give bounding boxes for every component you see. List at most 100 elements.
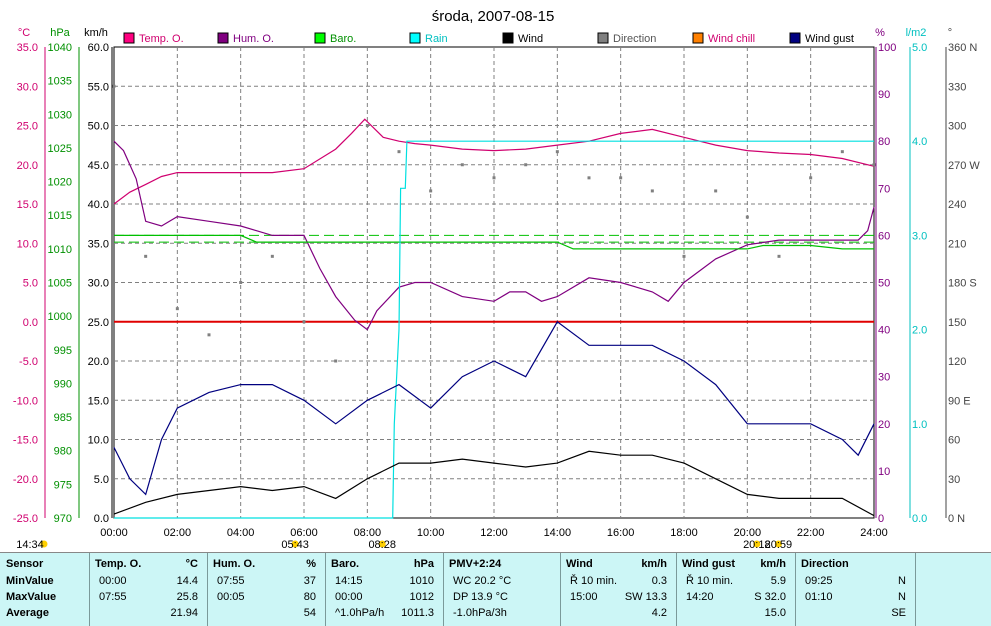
- x-tick-label: 24:00: [860, 527, 888, 539]
- legend-swatch: [692, 32, 704, 44]
- sun-icon: [40, 540, 48, 548]
- table-column-divider: [325, 553, 326, 626]
- table-cell: SE: [891, 607, 906, 619]
- table-row-label: Sensor: [6, 558, 44, 570]
- stats-table: Sensor MinValue MaxValue Average Temp. O. °C 0…: [0, 552, 991, 626]
- table-cell: SW 13.3: [624, 591, 667, 603]
- legend-swatch: [217, 32, 229, 44]
- series-line: [113, 450, 875, 517]
- direction-point: [650, 189, 654, 193]
- legend-swatch: [502, 32, 514, 44]
- series-line: [114, 234, 874, 250]
- left-tick-label: 15.0: [17, 199, 38, 211]
- sun-icon: [753, 540, 761, 548]
- left-tick-label: 1030: [48, 109, 72, 121]
- right-tick-label: 5.0: [912, 42, 927, 54]
- left-tick-label: 25.0: [17, 121, 38, 133]
- left-tick-label: 985: [54, 412, 72, 424]
- table-cell: S 32.0: [754, 591, 786, 603]
- direction-point: [334, 359, 338, 363]
- right-tick-label: 0 N: [948, 513, 965, 525]
- x-tick-label: 14:00: [544, 527, 572, 539]
- table-column-header: Direction: [801, 558, 849, 570]
- direction-point: [365, 124, 369, 127]
- legend-swatch: [123, 32, 135, 44]
- left-tick-label: 35.0: [17, 42, 38, 54]
- x-tick-label: 18:00: [670, 527, 698, 539]
- right-tick-label: 40: [878, 325, 890, 337]
- table-cell: 14:15: [335, 575, 363, 587]
- table-cell: 00:05: [217, 591, 245, 603]
- right-tick-label: 80: [878, 136, 890, 148]
- table-cell: 15:00: [570, 591, 598, 603]
- right-tick-label: 180 S: [948, 278, 977, 290]
- x-tick-label: 06:00: [290, 527, 318, 539]
- right-tick-label: 30: [948, 474, 960, 486]
- direction-point: [175, 307, 179, 311]
- table-cell: 14:20: [686, 591, 714, 603]
- left-tick-label: 20.0: [88, 356, 109, 368]
- series-line: [113, 118, 875, 205]
- right-tick-label: 60: [948, 435, 960, 447]
- right-axis-unit: %: [875, 27, 885, 39]
- right-tick-label: 240: [948, 199, 966, 211]
- left-tick-label: 1010: [48, 244, 72, 256]
- legend-label: Wind gust: [805, 33, 854, 45]
- series-line: [113, 140, 875, 331]
- right-tick-label: 150: [948, 317, 966, 329]
- table-column-divider: [443, 553, 444, 626]
- legend-label: Hum. O.: [233, 33, 274, 45]
- chart-title: środa, 2007-08-15: [432, 8, 555, 25]
- left-tick-label: 0.0: [23, 317, 38, 329]
- x-tick-label: 08:00: [354, 527, 382, 539]
- sun-time-label: 20:18: [743, 539, 771, 551]
- right-tick-label: 50: [878, 278, 890, 290]
- right-tick-label: 30: [878, 372, 890, 384]
- direction-point: [587, 176, 591, 180]
- direction-point: [429, 189, 433, 193]
- left-tick-label: 30.0: [17, 81, 38, 93]
- left-tick-label: 990: [54, 378, 72, 390]
- direction-point: [682, 254, 686, 258]
- right-tick-label: 20: [878, 419, 890, 431]
- x-tick-label: 22:00: [797, 527, 825, 539]
- left-tick-label: 55.0: [88, 81, 109, 93]
- left-tick-label: -15.0: [13, 435, 38, 447]
- weather-chart: środa, 2007-08-15 00:00 02:00 04:00 06:00 08…: [13, 8, 980, 551]
- table-cell: 80: [303, 591, 316, 603]
- left-tick-label: 5.0: [94, 474, 109, 486]
- right-tick-label: 90: [878, 89, 890, 101]
- table-cell: DP 13.9 °C: [453, 591, 508, 603]
- left-tick-label: 975: [54, 479, 72, 491]
- left-tick-label: 1020: [48, 177, 72, 189]
- table-column-unit: %: [306, 558, 316, 570]
- right-tick-label: 330: [948, 81, 966, 93]
- left-axis-unit: °C: [18, 27, 30, 39]
- legend-swatch: [789, 32, 801, 44]
- left-tick-label: 1025: [48, 143, 72, 155]
- table-cell: 00:00: [335, 591, 363, 603]
- direction-point: [460, 163, 464, 167]
- direction-point: [270, 254, 274, 258]
- left-tick-label: -25.0: [13, 513, 38, 525]
- x-tick-label: 16:00: [607, 527, 635, 539]
- legend: Temp. O. Hum. O. Baro. Rain Wind Direction Win…: [123, 32, 854, 45]
- left-tick-label: 1015: [48, 210, 72, 222]
- left-tick-label: 1005: [48, 278, 72, 290]
- right-tick-label: 90 E: [948, 395, 971, 407]
- right-tick-label: 4.0: [912, 136, 927, 148]
- left-tick-label: 40.0: [88, 199, 109, 211]
- table-column-unit: hPa: [413, 558, 434, 570]
- legend-label: Baro.: [330, 33, 356, 45]
- left-tick-label: 60.0: [88, 42, 109, 54]
- sun-time-label: 20:59: [765, 539, 793, 551]
- legend-swatch: [314, 32, 326, 44]
- table-row-label: MinValue: [6, 575, 54, 587]
- right-tick-label: 120: [948, 356, 966, 368]
- table-column-header: Baro.: [331, 558, 360, 570]
- x-tick-label: 20:00: [734, 527, 762, 539]
- left-tick-label: 1000: [48, 311, 72, 323]
- left-tick-label: 5.0: [23, 278, 38, 290]
- direction-point: [492, 176, 496, 180]
- right-tick-label: 70: [878, 183, 890, 195]
